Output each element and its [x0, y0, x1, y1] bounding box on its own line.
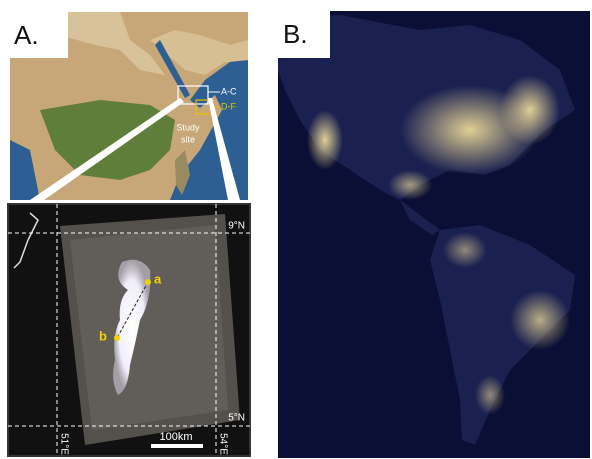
- point-a: [145, 279, 151, 285]
- lat-label: 5°N: [228, 413, 245, 424]
- point-b: [114, 335, 120, 341]
- scale-bar: [151, 444, 203, 448]
- point-label: b: [99, 328, 107, 343]
- city-lights: [388, 170, 432, 200]
- panel-a-inset: 9°N 5°N 51°E 54°E a b 100km: [8, 204, 250, 456]
- city-lights: [443, 232, 487, 268]
- point-label: a: [154, 271, 162, 286]
- scale-label: 100km: [159, 431, 192, 443]
- panel-a-map: A. A-C D-F Study site: [10, 12, 248, 200]
- box-label: D-F: [221, 101, 236, 111]
- city-lights: [500, 75, 560, 145]
- panel-label: B.: [283, 19, 308, 49]
- page: {"panel_a": {"label": "A.", "map": {"box…: [0, 0, 592, 459]
- city-lights: [510, 290, 570, 350]
- box-label: A-C: [221, 86, 237, 96]
- city-lights: [475, 375, 505, 415]
- lon-label: 54°E: [217, 433, 228, 455]
- lon-label: 51°E: [58, 433, 69, 455]
- panel-b: B.: [278, 11, 590, 458]
- city-lights: [307, 110, 343, 170]
- site-label: Study: [176, 122, 200, 132]
- image-texture: [70, 225, 228, 430]
- lat-label: 9°N: [228, 221, 245, 232]
- panel-label: A.: [14, 20, 39, 50]
- site-label: site: [181, 134, 195, 144]
- figure: A. A-C D-F Study site 9°N 5°N 51°E 54°E …: [0, 0, 592, 459]
